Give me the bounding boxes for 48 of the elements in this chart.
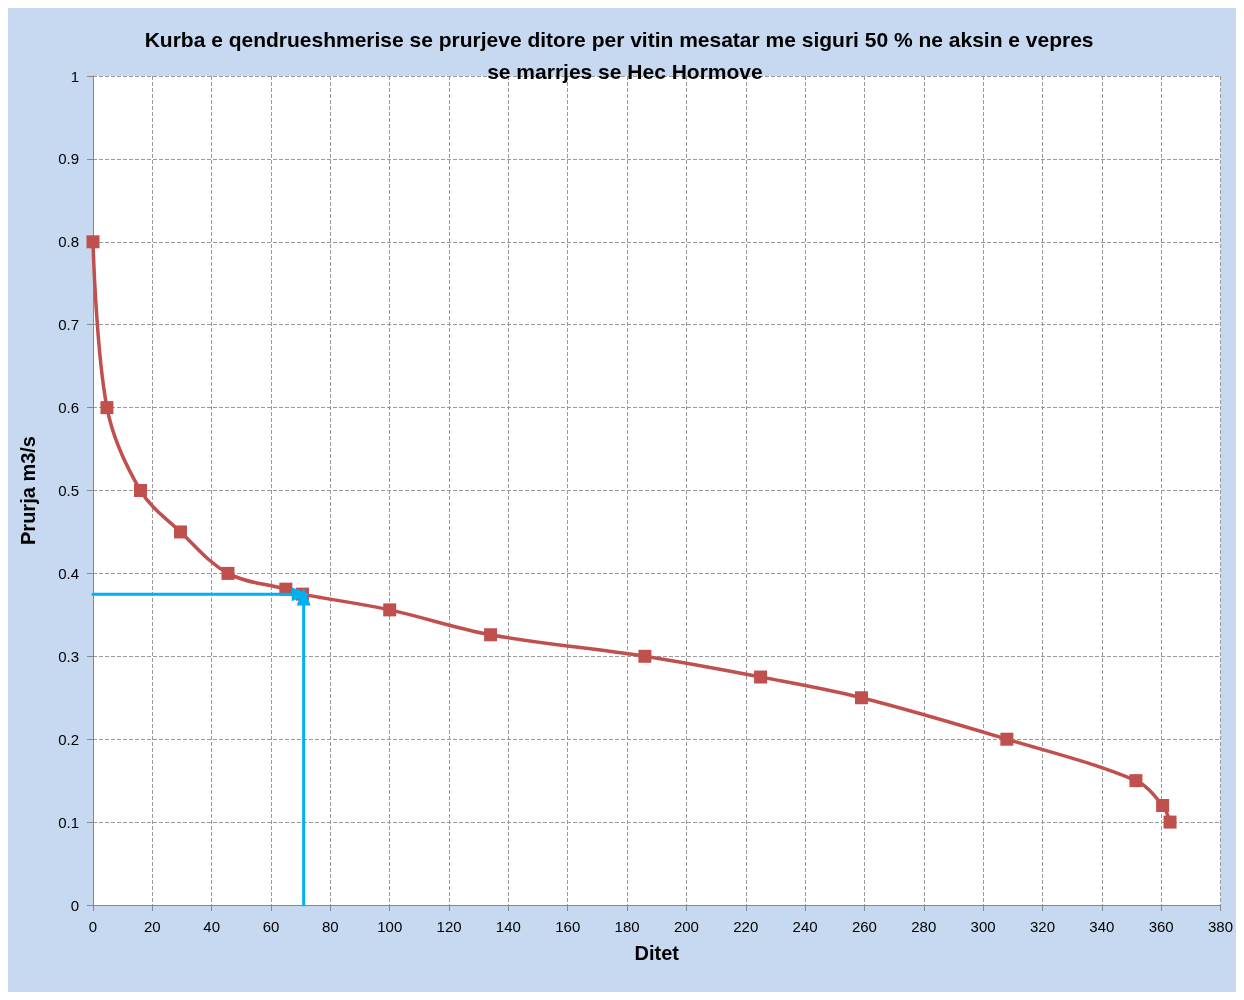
y-tick-label: 0.7 xyxy=(58,316,79,334)
y-tick-label: 0.3 xyxy=(58,647,79,665)
x-tick-label: 280 xyxy=(911,918,937,935)
x-tick-label: 320 xyxy=(1029,918,1055,935)
point xyxy=(1129,774,1143,788)
point xyxy=(638,649,652,663)
point xyxy=(133,484,147,497)
x-tick-label: 300 xyxy=(970,918,996,935)
x-tick-label: 240 xyxy=(792,918,818,935)
point xyxy=(1156,799,1170,813)
x-tick-label: 380 xyxy=(1207,918,1233,935)
x-tick-label: 40 xyxy=(203,918,221,935)
point xyxy=(221,566,235,580)
y-tick-label: 0.6 xyxy=(58,399,79,417)
point xyxy=(1000,732,1014,746)
x-tick-label: 180 xyxy=(614,918,640,935)
y-tick-label: 0 xyxy=(70,896,79,914)
x-tick-label: 60 xyxy=(262,918,280,935)
x-tick-label: 80 xyxy=(322,918,339,935)
y-tick-label: 0.9 xyxy=(58,150,79,168)
point xyxy=(754,670,768,684)
x-tick-label: 200 xyxy=(673,918,699,935)
x-tick-label: 100 xyxy=(377,918,403,935)
x-tick-label: 140 xyxy=(495,918,521,935)
x-tick-label: 20 xyxy=(144,918,161,935)
x-tick-label: 160 xyxy=(555,918,581,935)
x-tick-label: 0 xyxy=(88,918,98,935)
x-tick-label: 220 xyxy=(733,918,759,935)
point xyxy=(383,603,397,617)
point xyxy=(854,691,868,705)
point xyxy=(174,525,188,539)
point xyxy=(100,401,114,415)
point xyxy=(484,628,498,642)
x-tick-label: 260 xyxy=(851,918,877,935)
y-tick-label: 0.1 xyxy=(58,813,79,831)
x-tick-label: 360 xyxy=(1148,918,1174,935)
point xyxy=(86,235,100,249)
y-tick-label: 0.8 xyxy=(58,233,79,251)
y-tick-label: 1 xyxy=(70,67,79,85)
y-tick-label: 0.5 xyxy=(58,482,79,499)
point xyxy=(1163,815,1177,829)
y-axis-title: Prurja m3/s xyxy=(17,436,39,545)
x-tick-label: 120 xyxy=(436,918,462,935)
x-tick-label: 340 xyxy=(1089,918,1115,935)
x-axis-title: Ditet xyxy=(634,942,680,964)
y-tick-label: 0.2 xyxy=(58,730,79,748)
chart-title: Kurba e qendrueshmerise se prurjeve ditore per vitin mesatar me siguri 50 % ne aksin e vepres se marrjes se Hec Hormove xyxy=(144,27,1100,83)
y-tick-label: 0.4 xyxy=(58,564,79,582)
